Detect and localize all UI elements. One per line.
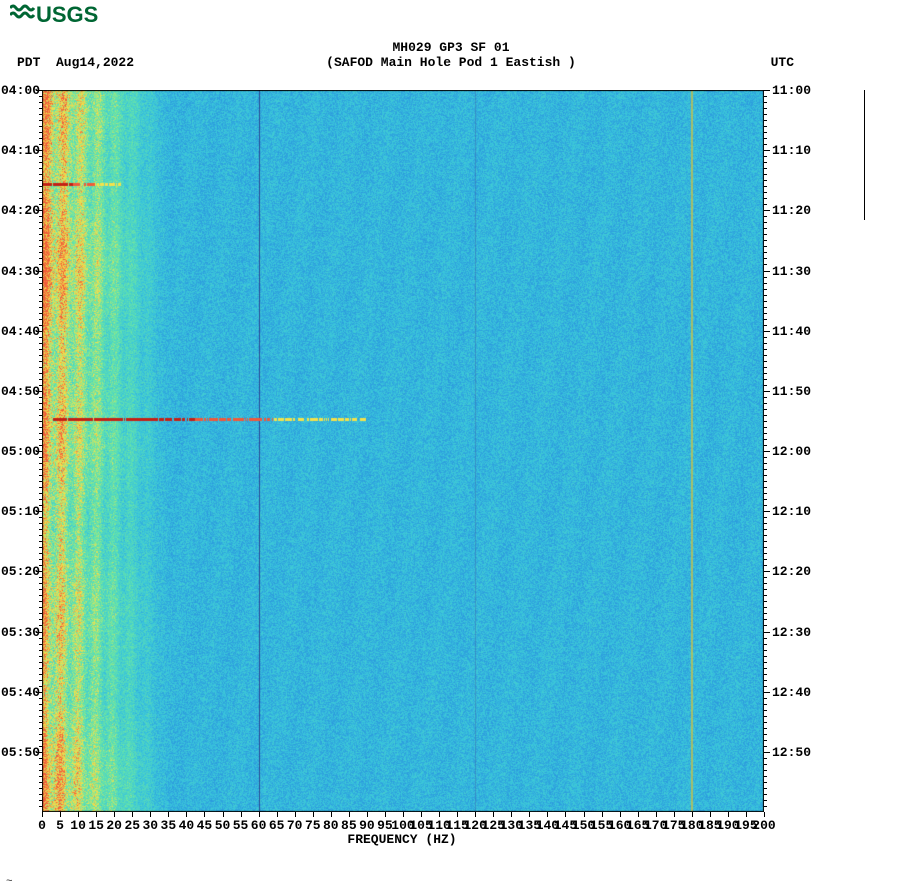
x-axis-label: FREQUENCY (HZ) bbox=[0, 832, 804, 847]
y-right-label: 12:40 bbox=[772, 685, 820, 700]
y-right-label: 11:40 bbox=[772, 324, 820, 339]
y-left-label: 05:10 bbox=[0, 504, 40, 519]
header-right-label: UTC bbox=[771, 55, 794, 70]
chart-title-line1: MH029 GP3 SF 01 bbox=[0, 40, 902, 55]
y-right-label: 11:50 bbox=[772, 384, 820, 399]
y-right-label: 11:00 bbox=[772, 83, 820, 98]
x-tick-label: 25 bbox=[124, 818, 140, 833]
y-left-label: 04:30 bbox=[0, 264, 40, 279]
y-left-label: 04:40 bbox=[0, 324, 40, 339]
y-left-label: 04:10 bbox=[0, 143, 40, 158]
y-right-label: 12:30 bbox=[772, 625, 820, 640]
extra-marker-bar bbox=[864, 90, 865, 220]
x-tick-label: 40 bbox=[179, 818, 195, 833]
x-tick-label: 70 bbox=[287, 818, 303, 833]
usgs-text: USGS bbox=[36, 2, 98, 27]
x-tick-label: 90 bbox=[359, 818, 375, 833]
y-left-label: 05:00 bbox=[0, 444, 40, 459]
x-tick-label: 65 bbox=[269, 818, 285, 833]
x-tick-label: 20 bbox=[106, 818, 122, 833]
y-right-label: 12:20 bbox=[772, 564, 820, 579]
chart-title-line2: (SAFOD Main Hole Pod 1 Eastish ) bbox=[0, 55, 902, 70]
y-left-label: 05:20 bbox=[0, 564, 40, 579]
y-right-label: 11:20 bbox=[772, 203, 820, 218]
x-tick-label: 50 bbox=[215, 818, 231, 833]
y-left-label: 04:00 bbox=[0, 83, 40, 98]
y-left-label: 04:50 bbox=[0, 384, 40, 399]
spectrogram-canvas bbox=[42, 90, 764, 812]
x-tick-label: 10 bbox=[70, 818, 86, 833]
y-right-label: 12:50 bbox=[772, 745, 820, 760]
x-tick-label: 45 bbox=[197, 818, 213, 833]
x-tick-label: 5 bbox=[56, 818, 64, 833]
x-tick-label: 75 bbox=[305, 818, 321, 833]
footer-mark: ~ bbox=[6, 876, 13, 888]
y-right-label: 12:10 bbox=[772, 504, 820, 519]
x-tick-label: 0 bbox=[38, 818, 46, 833]
y-right-label: 11:10 bbox=[772, 143, 820, 158]
y-left-label: 05:30 bbox=[0, 625, 40, 640]
header-left-label: PDT Aug14,2022 bbox=[17, 55, 134, 70]
x-tick-label: 80 bbox=[323, 818, 339, 833]
y-right-label: 11:30 bbox=[772, 264, 820, 279]
x-tick-label: 30 bbox=[142, 818, 158, 833]
y-left-label: 05:40 bbox=[0, 685, 40, 700]
x-tick-label: 85 bbox=[341, 818, 357, 833]
y-right-label: 12:00 bbox=[772, 444, 820, 459]
usgs-logo: USGS bbox=[10, 2, 98, 28]
x-tick-label: 55 bbox=[233, 818, 249, 833]
y-left-label: 04:20 bbox=[0, 203, 40, 218]
y-left-label: 05:50 bbox=[0, 745, 40, 760]
x-tick-label: 200 bbox=[752, 818, 775, 833]
spectrogram-plot bbox=[42, 90, 764, 812]
x-tick-label: 60 bbox=[251, 818, 267, 833]
usgs-wave-icon bbox=[10, 2, 36, 28]
x-tick-label: 35 bbox=[161, 818, 177, 833]
x-tick-label: 15 bbox=[88, 818, 104, 833]
